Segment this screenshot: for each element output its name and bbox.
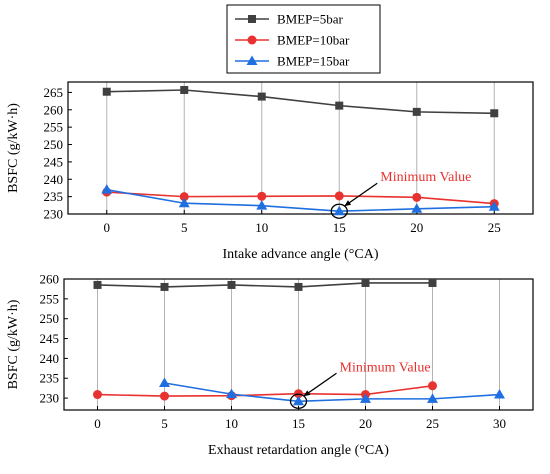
legend-marker (248, 15, 256, 23)
data-point (412, 107, 421, 116)
x-axis-label: Exhaust retardation angle (°CA) (208, 443, 389, 458)
y-axis-label: BSFC (g/kW·h) (6, 103, 21, 193)
data-point (360, 393, 371, 403)
annotation-arrow (303, 372, 337, 397)
y-tick-label: 245 (40, 331, 60, 346)
series-line (97, 282, 433, 288)
data-point (178, 197, 190, 208)
data-point (488, 201, 500, 211)
data-point (293, 395, 304, 406)
x-tick-label: 25 (426, 416, 439, 431)
data-point (93, 390, 102, 400)
data-point (334, 191, 344, 201)
x-tick-label: 10 (225, 416, 238, 431)
y-tick-label: 250 (44, 137, 64, 152)
data-point (294, 282, 303, 291)
data-point (179, 192, 189, 202)
y-axis-label: BSFC (g/kW·h) (6, 299, 21, 389)
data-point (428, 278, 437, 287)
annotation-arrowhead (303, 390, 311, 397)
data-point (102, 87, 111, 96)
y-tick-label: 265 (44, 85, 64, 100)
x-tick-label: 0 (104, 220, 111, 235)
x-tick-label: 5 (161, 416, 168, 431)
data-point (494, 389, 505, 399)
data-point (490, 109, 499, 118)
y-tick-label: 230 (44, 207, 64, 222)
y-tick-label: 245 (44, 154, 64, 169)
data-point (257, 191, 267, 201)
x-tick-label: 15 (292, 416, 305, 431)
data-point (428, 381, 437, 391)
data-point (101, 184, 113, 194)
plot-frame (67, 81, 534, 215)
legend-label: BMEP=10bar (277, 33, 350, 48)
min-value-circle (330, 203, 348, 219)
data-point (159, 377, 170, 388)
annotation-label: Minimum Value (380, 170, 471, 185)
x-tick-label: 5 (181, 220, 188, 235)
data-point (333, 205, 345, 216)
series-line (106, 191, 495, 205)
data-point (227, 280, 236, 289)
x-tick-label: 10 (255, 220, 268, 235)
x-tick-label: 15 (333, 220, 346, 235)
y-tick-label: 240 (40, 351, 60, 366)
series-line (106, 89, 495, 115)
legend-label: BMEP=15bar (277, 54, 350, 69)
y-tick-label: 260 (40, 272, 60, 287)
y-tick-label: 235 (40, 371, 60, 386)
x-tick-label: 0 (94, 416, 101, 431)
y-tick-label: 230 (40, 391, 60, 406)
data-point (412, 192, 422, 202)
legend-label: BMEP=5bar (277, 12, 344, 27)
min-value-circle (289, 393, 308, 409)
x-tick-label: 20 (359, 416, 372, 431)
x-axis-label: Intake advance angle (°CA) (222, 247, 378, 262)
legend-marker (246, 55, 258, 65)
x-tick-label: 30 (493, 416, 506, 431)
data-point (411, 203, 423, 213)
data-point (257, 92, 266, 101)
y-tick-label: 260 (44, 102, 64, 117)
annotation-arrow (343, 182, 378, 207)
y-tick-label: 235 (44, 189, 64, 204)
data-point (335, 101, 344, 110)
annotation-label: Minimum Value (340, 360, 431, 375)
data-point (180, 85, 189, 94)
series-line (97, 384, 433, 397)
data-point (361, 278, 370, 287)
y-tick-label: 255 (40, 291, 60, 306)
data-point (160, 282, 169, 291)
data-point (160, 391, 169, 401)
legend-marker (247, 35, 257, 45)
data-point (226, 388, 237, 399)
y-tick-label: 240 (44, 172, 64, 187)
legend: BMEP=5bar BMEP=10bar BMEP=15bar (226, 4, 381, 74)
x-tick-label: 25 (488, 220, 501, 235)
data-point (93, 280, 102, 289)
chart-panel-exhaust: 230 235 240 245 250 255 260 0 5 10 15 20 25 30 Exhaust… (6, 272, 534, 458)
chart-panel-intake: 230 235 240 245 250 255 260 265 0 5 10 15 20 25 Intake… (6, 81, 534, 262)
data-point (427, 393, 438, 403)
annotation-arrowhead (344, 200, 352, 207)
y-tick-label: 255 (44, 120, 64, 135)
data-point (256, 200, 268, 210)
series-line (164, 382, 500, 403)
series-line (106, 188, 495, 213)
x-tick-label: 20 (410, 220, 423, 235)
y-tick-label: 250 (40, 311, 60, 326)
